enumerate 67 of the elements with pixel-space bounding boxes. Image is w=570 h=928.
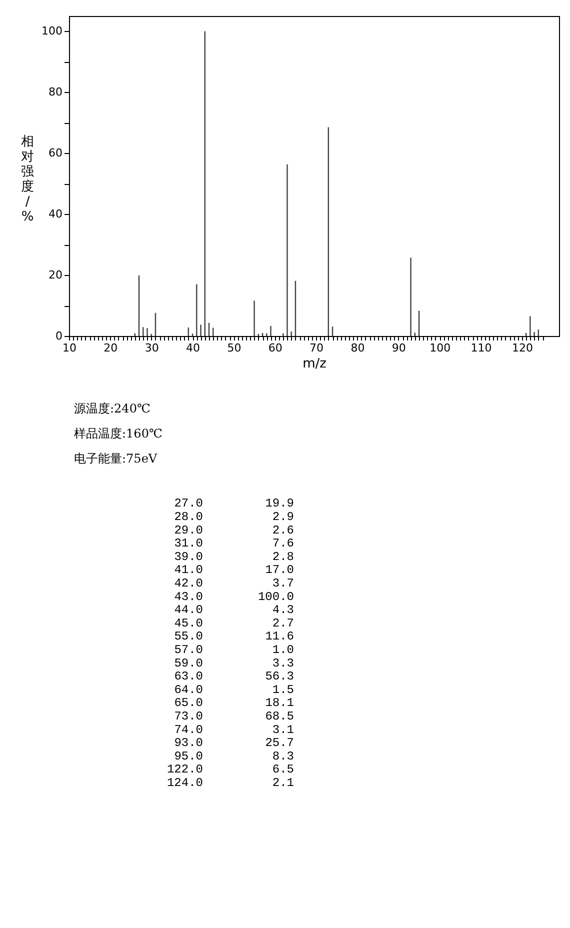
x-tick-label: 30: [144, 342, 159, 354]
text: 100.0: [258, 590, 294, 604]
category-label: 27.0: [174, 496, 203, 511]
y-axis-title: 相对强度/%: [21, 134, 34, 224]
y-tick-label: 0: [56, 330, 62, 342]
category-label: 59.0: [174, 656, 203, 670]
category-label: 95.0: [174, 749, 203, 764]
category-label: 39.0: [174, 550, 203, 564]
category-label: 122.0: [166, 762, 203, 777]
category-label: 29.0: [174, 523, 203, 538]
category-label: 64.0: [174, 682, 203, 697]
text: 4.3: [272, 603, 294, 618]
category-label: 74.0: [174, 722, 203, 737]
x-tick-label: 120: [512, 342, 533, 354]
category-label: 55.0: [174, 630, 203, 644]
category-label: 43.0: [174, 590, 203, 604]
text: 2.9: [272, 510, 294, 524]
text: 1.0: [272, 642, 294, 657]
text: 8.3: [272, 749, 294, 764]
text: 样品温度:160℃: [74, 426, 162, 440]
text: 19.9: [265, 496, 294, 511]
category-label: 93.0: [174, 736, 203, 750]
y-tick-label: 80: [48, 86, 62, 99]
text: 68.5: [265, 709, 294, 724]
text: 2.1: [272, 776, 294, 790]
text: 3.7: [272, 576, 294, 590]
x-tick-label: 90: [392, 342, 406, 354]
category-label: 44.0: [174, 603, 203, 618]
x-tick-label: 40: [186, 342, 200, 354]
category-label: 63.0: [174, 670, 203, 684]
text: 25.7: [265, 736, 294, 750]
text: 源温度:240℃: [74, 402, 150, 416]
x-tick-label: 80: [350, 342, 365, 354]
x-tick-label: 70: [310, 342, 324, 354]
text: 1.5: [272, 682, 294, 697]
category-label: 41.0: [174, 563, 203, 578]
text: 2.6: [272, 523, 294, 538]
text: 18.1: [265, 696, 294, 710]
x-tick-label: 110: [470, 342, 492, 354]
y-tick-label: 100: [42, 24, 62, 38]
text: 56.3: [265, 670, 294, 684]
text: 11.6: [265, 630, 294, 644]
category-label: 57.0: [174, 642, 203, 657]
text: 7.6: [272, 536, 294, 551]
x-tick-label: 20: [104, 342, 118, 354]
x-tick-label: 50: [227, 342, 242, 354]
x-tick-label: 60: [268, 342, 282, 354]
category-label: 42.0: [174, 576, 203, 590]
category-label: 73.0: [174, 709, 203, 724]
category-label: 31.0: [174, 536, 203, 551]
category-label: 65.0: [174, 696, 203, 710]
text: 2.7: [272, 616, 294, 630]
x-axis-title: m/z: [302, 356, 327, 372]
x-tick-label: 10: [62, 342, 76, 354]
text: 17.0: [265, 563, 294, 578]
text: 电子能量:75eV: [74, 452, 158, 466]
y-tick-label: 20: [48, 268, 62, 282]
x-tick-label: 100: [430, 342, 451, 354]
text: 6.5: [272, 762, 294, 777]
y-tick-label: 60: [48, 146, 62, 160]
y-tick-label: 40: [48, 208, 62, 221]
text: 3.1: [272, 722, 294, 737]
category-label: 45.0: [174, 616, 203, 630]
text: 3.3: [272, 656, 294, 670]
category-label: 124.0: [166, 776, 203, 790]
text: 2.8: [272, 550, 294, 564]
category-label: 28.0: [174, 510, 203, 524]
